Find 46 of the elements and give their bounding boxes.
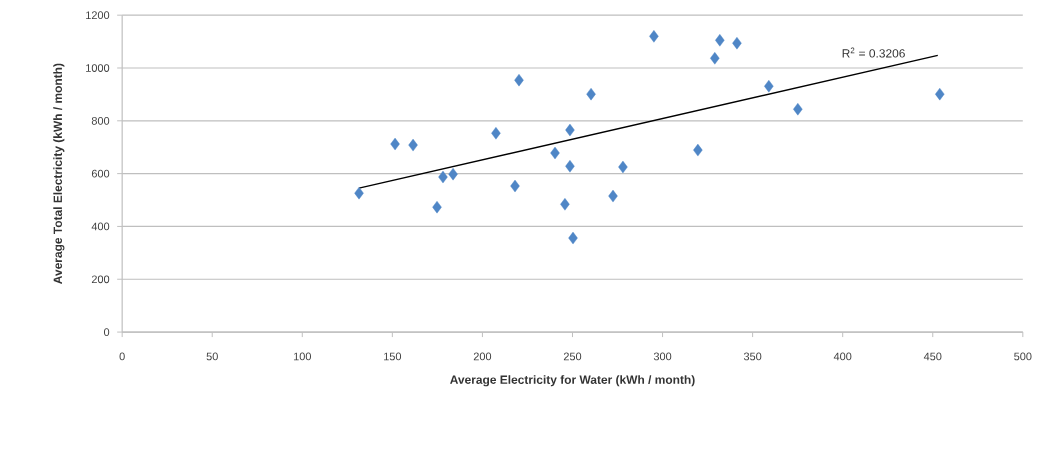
point — [550, 146, 560, 160]
point — [510, 179, 520, 193]
point — [390, 137, 400, 151]
annotation: R$^{2}$ = 0.3206 — [842, 47, 905, 58]
x-tick-label: 100 — [293, 352, 311, 361]
point — [715, 33, 725, 47]
point — [649, 30, 659, 43]
y-tick-label: 0 — [103, 328, 110, 336]
y-tick-label: 1200 — [86, 11, 110, 19]
point — [618, 160, 628, 174]
point — [354, 186, 364, 200]
x-tick-label: 450 — [923, 352, 942, 361]
point — [514, 73, 524, 87]
point — [565, 159, 575, 173]
y-tick-label: 200 — [91, 275, 110, 284]
point — [710, 51, 720, 65]
point — [408, 138, 418, 152]
point — [560, 197, 570, 211]
x-tick-label: 200 — [473, 352, 492, 361]
y-tick-label: 400 — [91, 222, 110, 231]
point — [432, 200, 442, 214]
point — [935, 87, 945, 101]
point — [491, 126, 501, 140]
point — [793, 102, 803, 116]
y-tick-label: 800 — [91, 116, 110, 125]
x-tick-label: 350 — [743, 352, 762, 361]
x-tick-label: 0 — [119, 352, 125, 361]
x-tick-label: 250 — [563, 352, 582, 361]
point — [732, 36, 742, 50]
x-tick-label: 300 — [653, 352, 672, 361]
point — [565, 123, 575, 137]
y-axis-title: Average Total Electricity (kWh / month) — [53, 63, 65, 284]
point — [764, 79, 774, 93]
point — [586, 87, 596, 101]
x-tick-label: 500 — [1014, 352, 1032, 361]
point — [568, 231, 578, 245]
x-tick-label: 50 — [206, 352, 218, 361]
y-tick-label: 1000 — [86, 64, 110, 72]
x-tick-label: 150 — [384, 352, 402, 361]
point — [448, 167, 458, 181]
point — [693, 143, 703, 157]
y-tick-label: 600 — [91, 169, 110, 178]
point — [608, 189, 618, 203]
x-tick-label: 400 — [833, 352, 852, 361]
point — [438, 170, 448, 184]
x-axis-title: Average Electricity for Water (kWh / month) — [450, 375, 695, 387]
